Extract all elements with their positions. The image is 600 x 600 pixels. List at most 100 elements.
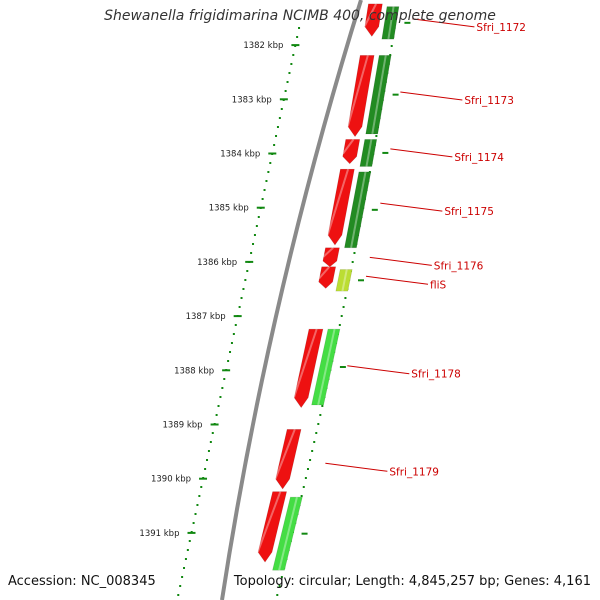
- ruler-dot: [288, 72, 291, 74]
- ruler-tick-label: 1389 kbp: [163, 421, 203, 431]
- ruler-tick-label: 1387 kbp: [186, 312, 226, 322]
- gene-arrow[interactable]: [293, 328, 324, 409]
- genome-summary-text: Topology: circular; Length: 4,845,257 bp…: [233, 574, 591, 589]
- ruler-dot: [196, 504, 199, 506]
- ruler-dot: [215, 414, 218, 416]
- strand-guide-dot: [340, 315, 343, 317]
- ruler-dot: [211, 432, 214, 434]
- gene-arrow[interactable]: [365, 55, 392, 135]
- strand-guide-dot: [315, 432, 318, 434]
- label-leader-line: [412, 18, 475, 28]
- ruler-tick-label: 1383 kbp: [232, 95, 272, 105]
- ruler-dot: [286, 81, 289, 83]
- ruler-dot: [273, 144, 276, 146]
- gene-label[interactable]: fliS: [430, 279, 447, 291]
- gene-arrow-highlight: [256, 491, 282, 553]
- gene-label[interactable]: Sfri_1173: [464, 95, 514, 107]
- strand-guide-dot: [309, 459, 312, 461]
- ruler-dot: [227, 360, 230, 362]
- ruler-dot: [284, 90, 287, 92]
- gene-arrow[interactable]: [381, 6, 400, 40]
- gene-arrow[interactable]: [257, 491, 288, 563]
- ruler-dot: [276, 126, 279, 128]
- gene-arrow-highlight: [350, 171, 367, 248]
- ruler-dot: [280, 108, 283, 110]
- strand-guide-dot: [375, 135, 378, 137]
- ruler-dot: [255, 225, 258, 227]
- gene-arrow[interactable]: [347, 55, 375, 138]
- gene-arrow[interactable]: [272, 496, 303, 571]
- ruler-dot: [192, 522, 195, 524]
- ruler-dot: [217, 405, 220, 407]
- gene-label[interactable]: Sfri_1174: [454, 152, 504, 164]
- gene-arrow[interactable]: [335, 269, 353, 292]
- ruler-dot: [223, 378, 226, 380]
- genome-backbone: [220, 0, 363, 600]
- gene-arrow-highlight: [365, 139, 373, 167]
- ruler-dot: [207, 450, 210, 452]
- gene-label[interactable]: Sfri_1176: [434, 260, 484, 272]
- ruler-dot: [246, 270, 249, 272]
- ruler-dot: [292, 54, 295, 56]
- ruler-dot: [253, 234, 256, 236]
- gene-arrow-highlight: [322, 247, 334, 258]
- ruler-dot: [242, 288, 245, 290]
- gene-arrow-highlight: [274, 428, 296, 480]
- gene-arrow-highlight: [317, 328, 336, 406]
- ruler-dot: [263, 189, 266, 191]
- ruler-dot: [188, 540, 191, 542]
- strand-guide-dot: [311, 450, 314, 452]
- map-title: Shewanella frigidimarina NCIMB 400, comp…: [104, 8, 496, 24]
- label-leader-line: [369, 256, 432, 266]
- ruler-dot: [229, 351, 232, 353]
- ruler-dot: [275, 135, 278, 137]
- ruler-tick-label: 1382 kbp: [243, 41, 283, 51]
- gene-arrow[interactable]: [322, 247, 340, 268]
- strand-guide-dot: [302, 486, 305, 488]
- gene-arrow[interactable]: [318, 266, 337, 289]
- strand-guide-dot: [353, 252, 356, 254]
- ruler-dot: [209, 441, 212, 443]
- gene-arrow[interactable]: [327, 168, 355, 246]
- gene-label[interactable]: Sfri_1172: [476, 22, 526, 34]
- gene-label[interactable]: Sfri_1178: [411, 369, 461, 381]
- ruler-dot: [250, 252, 253, 254]
- ruler-tick-label: 1386 kbp: [197, 258, 237, 268]
- ruler-dot: [221, 387, 224, 389]
- strand-guide-dot: [351, 261, 354, 263]
- gene-arrow[interactable]: [342, 139, 361, 165]
- strand-guide-dot: [300, 495, 303, 497]
- gene-arrow-highlight: [363, 3, 377, 27]
- ruler-dot: [204, 468, 207, 470]
- ruler-dot: [198, 495, 201, 497]
- ruler-dot: [186, 549, 189, 551]
- gene-arrow-highlight: [371, 55, 387, 135]
- ruler-dot: [267, 171, 270, 173]
- ruler-tick-label: 1384 kbp: [220, 150, 260, 160]
- strand-guide-dot: [278, 585, 281, 587]
- gene-arrow[interactable]: [344, 171, 372, 249]
- gene-arrow[interactable]: [311, 328, 341, 406]
- gene-arrow[interactable]: [364, 3, 383, 37]
- ruler-dot: [181, 576, 184, 578]
- gene-arrow-highlight: [326, 168, 350, 236]
- strand-guide-dot: [344, 297, 347, 299]
- ruler-dot: [177, 594, 180, 596]
- ruler-dot: [179, 585, 182, 587]
- gene-label[interactable]: Sfri_1175: [444, 206, 494, 218]
- strand-guide-dot: [280, 576, 283, 578]
- ruler-dot: [244, 279, 247, 281]
- ruler-dot: [278, 117, 281, 119]
- strand-guide-dot: [313, 441, 316, 443]
- strand-guide-dot: [306, 468, 309, 470]
- gene-label[interactable]: Sfri_1179: [389, 466, 439, 478]
- gene-arrow[interactable]: [359, 139, 378, 167]
- ruler-dot: [206, 459, 209, 461]
- ruler-dot: [269, 162, 272, 164]
- gene-arrow-highlight: [341, 269, 348, 292]
- gene-arrow[interactable]: [275, 429, 302, 490]
- strand-guide-dot: [317, 423, 320, 425]
- ruler-dot: [234, 324, 237, 326]
- ruler-dot: [183, 567, 186, 569]
